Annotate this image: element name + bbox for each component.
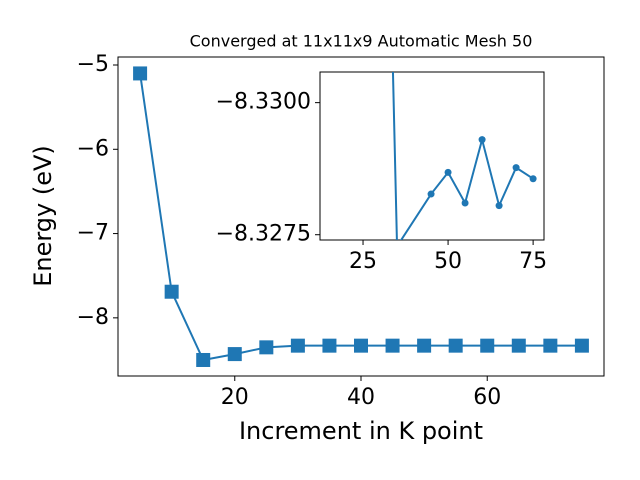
marker <box>529 175 537 183</box>
x-tick-label: 75 <box>519 249 547 274</box>
y-tick-label: −8.3300 <box>216 90 311 115</box>
marker <box>164 284 179 299</box>
y-tick-label: −6 <box>77 136 109 161</box>
x-tick-label: 60 <box>473 385 501 410</box>
y-tick-label: −8.3275 <box>216 222 311 247</box>
marker <box>227 347 242 362</box>
x-tick-label: 25 <box>349 249 377 274</box>
marker <box>322 338 337 353</box>
marker <box>259 340 274 355</box>
y-tick-label: −8 <box>77 305 109 330</box>
chart-title: Converged at 11x11x9 Automatic Mesh 50 <box>190 32 533 51</box>
marker <box>461 199 469 207</box>
plot-frame <box>319 71 545 241</box>
marker <box>512 164 520 172</box>
x-tick-label: 20 <box>221 385 249 410</box>
marker <box>480 338 495 353</box>
plot-area <box>391 72 537 240</box>
marker <box>354 338 368 353</box>
marker <box>427 190 435 198</box>
marker <box>495 202 503 210</box>
y-axis-label: Energy (eV) <box>29 145 57 287</box>
marker <box>543 338 558 353</box>
y-tick-label: −5 <box>77 52 109 77</box>
y-tick-label: −7 <box>77 221 109 246</box>
marker <box>417 338 432 353</box>
marker <box>444 168 452 176</box>
x-axis-label: Increment in K point <box>239 417 483 445</box>
marker <box>290 338 305 353</box>
marker <box>448 338 463 353</box>
marker <box>511 338 526 353</box>
marker <box>196 352 211 367</box>
plot-area <box>133 66 589 367</box>
marker <box>478 136 486 144</box>
marker <box>574 338 589 353</box>
marker <box>385 338 400 353</box>
marker <box>133 66 148 81</box>
x-tick-label: 40 <box>347 385 375 410</box>
x-tick-label: 50 <box>434 249 462 274</box>
